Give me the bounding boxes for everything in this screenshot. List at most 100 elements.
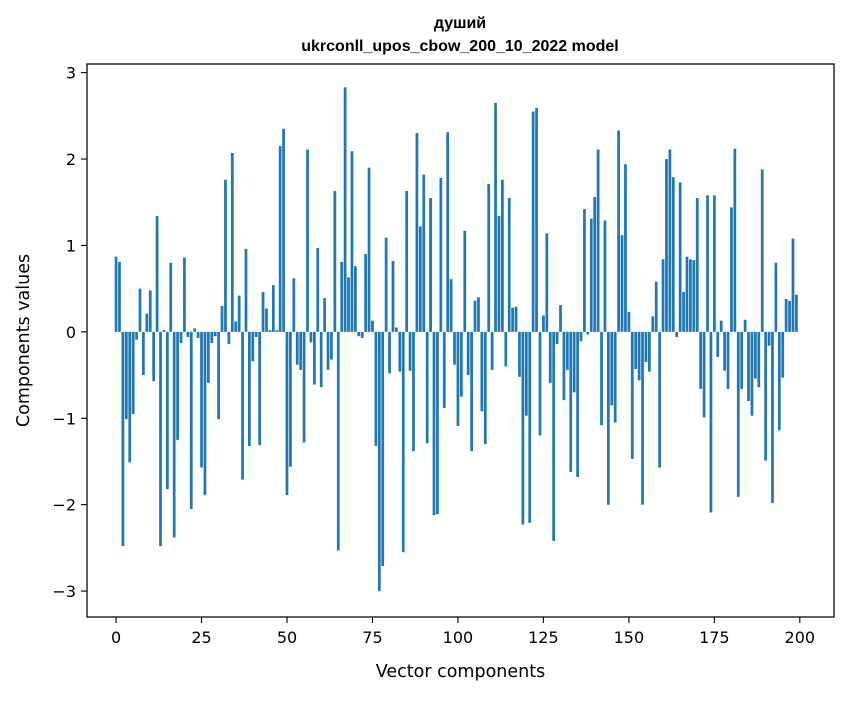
bar-component-145	[610, 331, 614, 406]
bar-component-23	[193, 328, 197, 332]
bar-component-168	[689, 259, 692, 332]
x-tick-label: 0	[111, 628, 121, 647]
bar-component-180	[730, 207, 733, 332]
bar-component-104	[470, 331, 473, 452]
bar-component-9	[145, 313, 149, 332]
bar-component-187	[754, 331, 757, 379]
bar-component-179	[726, 331, 730, 389]
bar-component-150	[627, 311, 631, 332]
bar-component-169	[692, 260, 696, 332]
bar-component-56	[306, 149, 309, 332]
bar-component-159	[658, 331, 662, 468]
bar-component-158	[654, 281, 658, 332]
bar-component-43	[261, 292, 265, 332]
bar-component-30	[217, 331, 220, 420]
bar-component-118	[518, 331, 521, 377]
y-tick-label: −1	[52, 409, 76, 428]
bar-component-167	[685, 256, 689, 332]
bar-component-70	[354, 266, 357, 332]
bar-component-186	[750, 331, 754, 416]
bar-component-171	[699, 331, 703, 389]
bar-component-107	[480, 331, 484, 412]
bar-component-188	[757, 331, 761, 388]
bar-component-20	[183, 257, 186, 332]
bar-component-67	[343, 87, 347, 332]
bar-component-152	[634, 331, 638, 370]
y-axis-label: Components values	[14, 254, 34, 427]
bar-component-142	[600, 331, 603, 426]
bar-component-77	[377, 331, 381, 592]
bar-component-88	[415, 133, 419, 332]
bar-component-37	[241, 331, 244, 480]
bars-group	[114, 87, 798, 592]
bar-component-7	[138, 288, 142, 332]
bar-component-82	[395, 327, 398, 332]
bar-component-66	[340, 261, 344, 332]
bar-component-195	[781, 331, 785, 378]
x-axis-label: Vector components	[376, 662, 545, 682]
bar-component-129	[555, 331, 559, 344]
bar-component-41	[254, 331, 258, 338]
bar-component-15	[165, 331, 169, 490]
bar-component-108	[483, 331, 487, 445]
bar-component-100	[456, 331, 460, 427]
bar-component-137	[583, 209, 586, 332]
bar-component-119	[521, 331, 525, 525]
y-tick-label: −2	[52, 496, 76, 515]
bar-component-156	[648, 331, 651, 372]
bar-component-193	[774, 262, 778, 332]
bar-component-78	[381, 331, 385, 567]
bar-component-99	[453, 331, 456, 365]
bar-component-18	[176, 331, 179, 440]
bar-component-125	[542, 315, 545, 332]
bar-component-172	[702, 331, 706, 418]
bar-component-57	[309, 331, 313, 343]
bar-component-175	[712, 195, 716, 332]
bar-component-114	[504, 331, 508, 367]
bar-component-166	[682, 292, 685, 332]
bar-component-71	[357, 331, 361, 337]
bar-component-63	[330, 331, 333, 360]
bar-component-12	[155, 216, 159, 332]
x-tick-label: 150	[614, 628, 645, 647]
bar-component-60	[319, 331, 323, 388]
bar-component-58	[312, 331, 316, 385]
bar-component-84	[401, 331, 405, 553]
bar-component-74	[367, 167, 371, 332]
bar-component-133	[569, 331, 573, 472]
bar-component-22	[189, 331, 193, 509]
bar-component-0	[114, 256, 118, 332]
bar-component-106	[477, 297, 480, 332]
bar-component-183	[740, 331, 744, 389]
axes-group: 0 25 50 75 100 125 150 175 200 −3 −2 −1 0 1 2 3	[52, 64, 815, 647]
bar-component-128	[552, 331, 556, 541]
bar-component-138	[586, 331, 590, 335]
bar-component-153	[637, 331, 641, 381]
bar-component-185	[747, 331, 750, 401]
bar-component-177	[719, 320, 723, 332]
bar-component-154	[641, 331, 644, 505]
bar-component-140	[593, 197, 597, 332]
bar-component-14	[162, 330, 166, 332]
y-tick-label: −3	[52, 582, 76, 601]
bar-component-10	[148, 290, 152, 332]
bar-component-44	[265, 308, 268, 332]
bar-component-45	[268, 330, 272, 332]
bar-component-134	[572, 331, 576, 393]
y-tick-label: 2	[66, 150, 76, 169]
bar-component-13	[159, 331, 162, 547]
bar-component-170	[695, 197, 699, 332]
bar-component-98	[449, 279, 453, 332]
bar-component-65	[336, 331, 340, 551]
x-tick-label: 175	[699, 628, 730, 647]
bar-component-147	[617, 130, 620, 332]
bar-component-115	[507, 197, 511, 332]
bar-component-59	[316, 248, 320, 332]
bar-component-16	[169, 262, 173, 332]
bar-component-112	[497, 216, 501, 332]
bar-component-4	[128, 331, 132, 463]
bar-component-68	[347, 277, 350, 332]
bar-component-19	[179, 331, 183, 344]
bar-component-199	[795, 294, 798, 332]
bar-component-29	[213, 331, 217, 337]
